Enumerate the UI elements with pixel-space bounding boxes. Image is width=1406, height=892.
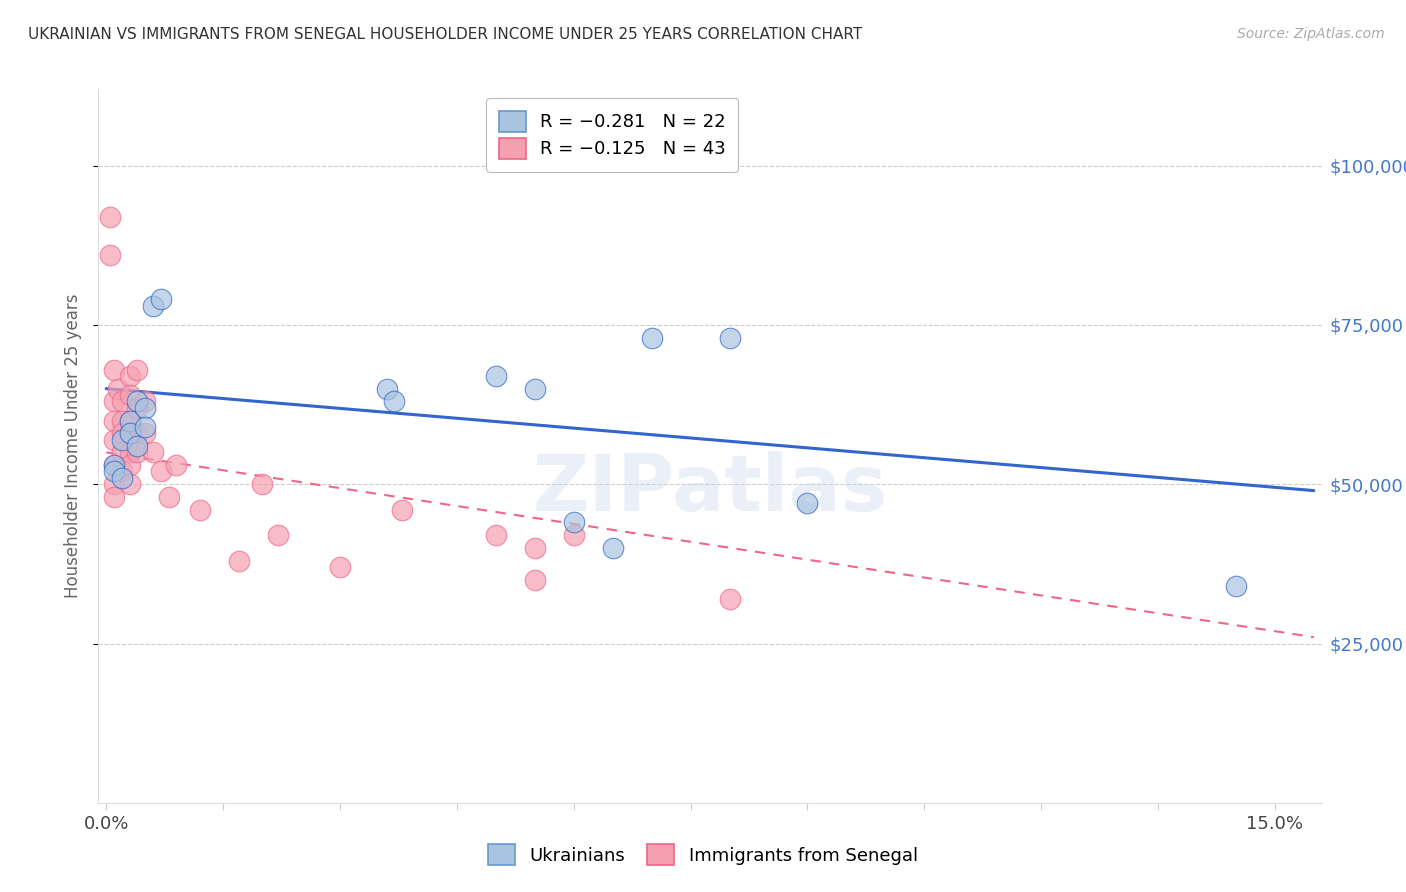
Point [127,445,149,459]
Point [118,445,141,459]
Point [134,420,156,434]
Point [111,471,134,485]
Point [523,541,546,555]
Text: Source: ZipAtlas.com: Source: ZipAtlas.com [1237,27,1385,41]
Point [562,516,585,530]
Point [103,458,125,472]
Point [391,502,413,516]
Point [127,394,149,409]
Point [188,502,211,516]
Point [228,554,250,568]
Point [103,433,125,447]
Point [118,426,141,441]
Point [98,210,121,224]
Legend: R = −0.281   N = 22, R = −0.125   N = 43: R = −0.281 N = 22, R = −0.125 N = 43 [486,98,738,171]
Point [157,490,180,504]
Point [562,528,585,542]
Point [103,394,125,409]
Point [134,394,156,409]
Point [111,433,134,447]
Point [329,560,352,574]
Point [523,382,546,396]
Point [103,458,125,472]
Point [103,477,125,491]
Point [250,477,273,491]
Legend: Ukrainians, Immigrants from Senegal: Ukrainians, Immigrants from Senegal [479,835,927,874]
Point [118,426,141,441]
Point [118,388,141,402]
Point [142,445,165,459]
Point [127,362,149,376]
Point [602,541,624,555]
Point [718,591,741,606]
Point [127,439,149,453]
Point [718,331,741,345]
Point [142,299,165,313]
Point [165,458,187,472]
Point [111,426,134,441]
Point [149,465,172,479]
Point [523,573,546,587]
Point [118,413,141,427]
Point [98,248,121,262]
Point [485,528,508,542]
Point [118,477,141,491]
Point [118,368,141,383]
Point [111,413,134,427]
Point [384,394,406,409]
Point [118,413,141,427]
Point [266,528,288,542]
Point [149,293,172,307]
Point [134,426,156,441]
Point [107,382,129,396]
Point [127,426,149,441]
Point [111,465,134,479]
Text: UKRAINIAN VS IMMIGRANTS FROM SENEGAL HOUSEHOLDER INCOME UNDER 25 YEARS CORRELATI: UKRAINIAN VS IMMIGRANTS FROM SENEGAL HOU… [28,27,862,42]
Point [640,331,662,345]
Point [375,382,398,396]
Text: ZIPatlas: ZIPatlas [533,450,887,527]
Point [103,362,125,376]
Point [127,401,149,415]
Point [118,458,141,472]
Point [103,413,125,427]
Point [1225,579,1247,593]
Y-axis label: Householder Income Under 25 years: Householder Income Under 25 years [65,293,83,599]
Point [134,401,156,415]
Point [485,368,508,383]
Point [111,394,134,409]
Point [796,496,818,510]
Point [111,445,134,459]
Point [103,490,125,504]
Point [103,465,125,479]
